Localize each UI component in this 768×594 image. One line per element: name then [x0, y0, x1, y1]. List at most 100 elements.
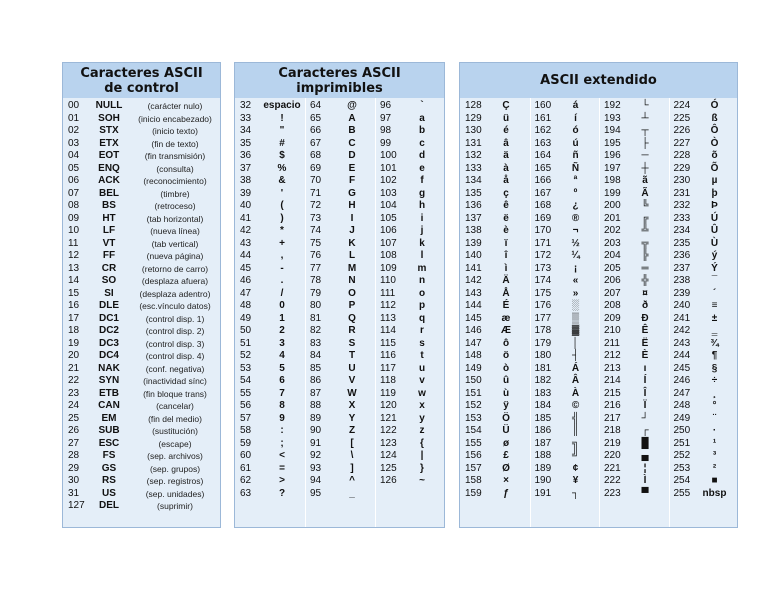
character-glyph: T	[348, 350, 356, 361]
table-row: 64 @	[305, 100, 375, 113]
table-row: 21 NAK (conf. negativa)	[63, 363, 220, 376]
character-glyph: "	[279, 125, 285, 136]
character-glyph: O	[348, 287, 356, 299]
control-abbreviation: SO	[101, 275, 117, 286]
decimal-code: 01	[68, 112, 80, 124]
character-glyph: ¼	[571, 250, 580, 261]
character-glyph: n	[418, 275, 426, 286]
character-glyph: ı	[643, 362, 647, 374]
table-row: 248 °	[669, 400, 739, 413]
character-glyph: G	[348, 187, 356, 199]
table-row: 201 ╔	[599, 213, 669, 226]
decimal-code: 239	[673, 287, 691, 299]
control-table: 00 NULL (carácter nulo) 01 SOH (inicio encabe…	[63, 98, 220, 527]
table-row: 145 æ	[460, 313, 530, 326]
table-row: 152 ÿ	[460, 400, 530, 413]
decimal-code: 133	[465, 162, 482, 174]
table-row: 133 à	[460, 163, 530, 176]
decimal-code: 68	[310, 150, 322, 161]
decimal-code: 06	[68, 175, 80, 186]
table-row: 228 õ	[669, 150, 739, 163]
character-glyph: ╦	[641, 237, 649, 249]
character-glyph: ä	[503, 150, 509, 161]
table-row: 113 q	[375, 313, 445, 326]
character-glyph: D	[348, 150, 356, 161]
character-glyph: 5	[279, 362, 285, 374]
decimal-code: 160	[534, 100, 552, 111]
control-description: (cancelar)	[156, 401, 194, 411]
decimal-code: 77	[310, 262, 322, 274]
character-glyph: ╠	[641, 250, 649, 261]
table-row: 146 Æ	[460, 325, 530, 338]
table-row: 142 Ä	[460, 275, 530, 288]
character-glyph: ô	[502, 337, 510, 349]
decimal-code: 182	[534, 375, 552, 386]
table-row: 157 Ø	[460, 463, 530, 476]
character-glyph: ó	[572, 125, 579, 136]
table-row: 226 Ô	[669, 125, 739, 138]
table-row: 114 r	[375, 325, 445, 338]
decimal-code: 208	[604, 300, 621, 311]
decimal-code: 32	[240, 100, 252, 111]
decimal-code: 07	[68, 187, 80, 199]
table-row: 151 ù	[460, 388, 530, 401]
character-glyph: ║	[571, 425, 580, 436]
character-glyph: -	[280, 262, 284, 274]
table-row: 91 [	[305, 438, 375, 451]
table-row: 158 ×	[460, 475, 530, 488]
table-row: 76 L	[305, 250, 375, 263]
table-row: 127 DEL (suprimir)	[63, 500, 220, 513]
table-row: 01 SOH (inicio encabezado)	[63, 113, 220, 126]
decimal-code: 63	[240, 487, 252, 499]
character-glyph: ²	[712, 462, 717, 474]
decimal-code: 56	[240, 400, 252, 411]
character-glyph: ]	[350, 462, 354, 474]
character-glyph: ;	[280, 437, 284, 449]
decimal-code: 243	[673, 337, 691, 349]
character-glyph: ¬	[572, 225, 579, 236]
decimal-code: 150	[465, 375, 482, 386]
table-row: 189 ¢	[530, 463, 600, 476]
control-abbreviation: RS	[102, 475, 116, 486]
decimal-code: 55	[240, 387, 252, 399]
decimal-code: 48	[240, 300, 252, 311]
character-glyph: £	[503, 450, 509, 461]
decimal-code: 191	[534, 487, 552, 499]
decimal-code: 47	[240, 287, 252, 299]
decimal-code: 173	[534, 262, 552, 274]
control-description: (tab horizontal)	[146, 213, 204, 224]
decimal-code: 218	[604, 425, 621, 436]
character-glyph: d	[418, 150, 426, 161]
table-row: 178 ▓	[530, 325, 600, 338]
character-glyph: v	[419, 375, 425, 386]
decimal-code: 86	[310, 375, 322, 386]
table-row: 80 P	[305, 300, 375, 313]
decimal-code: 112	[380, 300, 396, 311]
character-glyph: Ä	[502, 275, 510, 286]
table-row: 122 z	[375, 425, 445, 438]
decimal-code: 30	[68, 475, 80, 486]
decimal-code: 13	[68, 262, 80, 274]
character-glyph: ç	[503, 187, 509, 199]
control-description: (control disp. 3)	[145, 338, 205, 349]
decimal-code: 197	[604, 162, 621, 174]
table-row: 223 ▀	[599, 488, 669, 501]
decimal-code: 145	[465, 312, 482, 324]
table-row: 182 Â	[530, 375, 600, 388]
table-row: 125}	[375, 463, 445, 476]
table-row: 243 ¾	[669, 338, 739, 351]
decimal-code: 19	[68, 337, 80, 349]
table-row: 32 espacio	[235, 100, 305, 113]
table-row: 111 o	[375, 288, 445, 301]
character-glyph: ╚	[641, 200, 649, 211]
decimal-code: 113	[380, 312, 396, 324]
character-glyph: ·	[712, 425, 717, 436]
table-row: 200 ╚	[599, 200, 669, 213]
decimal-code: 57	[240, 412, 252, 424]
table-row: 203 ╦	[599, 238, 669, 251]
table-row: 163 ú	[530, 138, 600, 151]
character-glyph: ░	[571, 300, 580, 311]
decimal-code: 149	[465, 362, 482, 374]
decimal-code: 78	[310, 275, 322, 286]
decimal-code: 118	[380, 375, 396, 386]
